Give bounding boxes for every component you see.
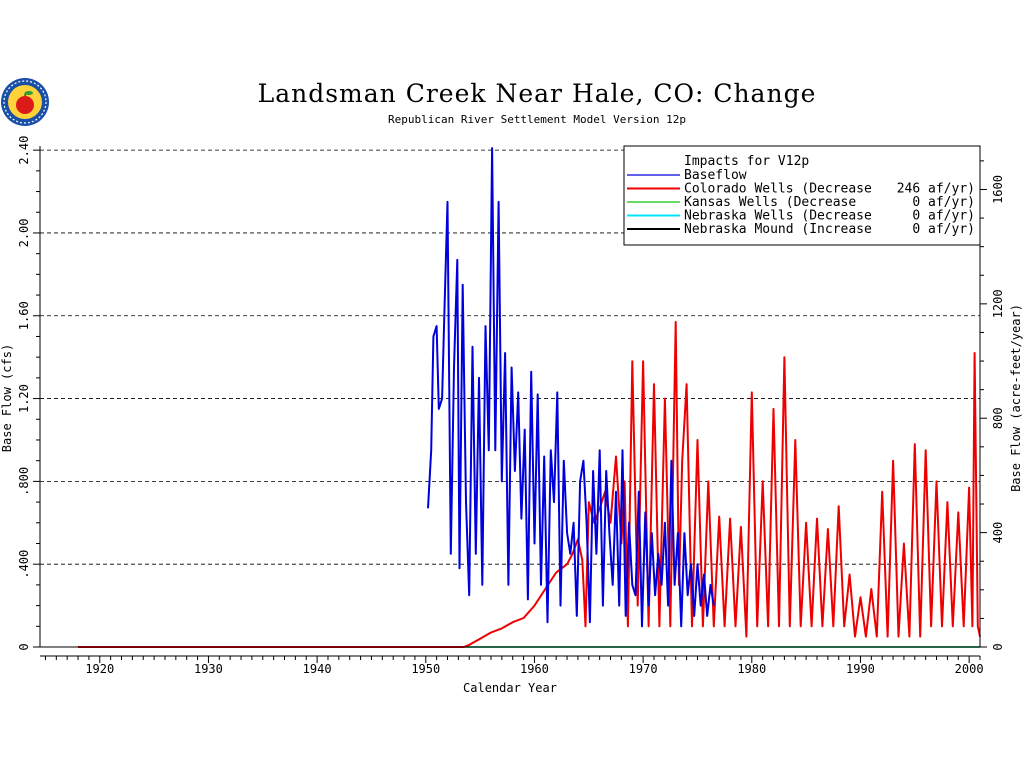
legend-label-4: Nebraska Mound (Increase [684, 222, 872, 237]
axes: 1920 1930 1940 1950 1960 1970 1980 1990 2000 0 .40… [17, 136, 1005, 676]
y-tick-label-2: .800 [17, 467, 31, 496]
y-right-tick-label-3: 1200 [991, 289, 1005, 318]
x-tick-label-7: 1990 [846, 662, 875, 676]
legend-label-0: Baseflow [684, 168, 747, 183]
x-tick-label-4: 1960 [520, 662, 549, 676]
x-axis-label: Calendar Year [463, 681, 557, 695]
legend-label-1: Colorado Wells (Decrease [684, 182, 872, 197]
series-line-0 [427, 147, 715, 628]
legend-amount-4: 0 af/yr) [912, 222, 975, 237]
legend-box [623, 145, 981, 246]
chart-subtitle: Republican River Settlement Model Versio… [388, 113, 686, 126]
legend-amount-3: 0 af/yr) [912, 209, 975, 224]
legend-header: Impacts for V12p [684, 154, 809, 169]
legend-label-3: Nebraska Wells (Decrease [684, 209, 872, 224]
x-tick-label-6: 1980 [737, 662, 766, 676]
legend-label-2: Kansas Wells (Decrease [684, 195, 856, 210]
y-tick-label-5: 2.00 [17, 218, 31, 247]
y-tick-label-3: 1.20 [17, 384, 31, 413]
x-tick-label-2: 1940 [303, 662, 332, 676]
series-line-1 [78, 321, 981, 648]
y-axis-label-right: Base Flow (acre-feet/year) [1009, 304, 1023, 492]
y-tick-label-6: 2.40 [17, 136, 31, 165]
chart-title: Landsman Creek Near Hale, CO: Change [258, 79, 817, 108]
y-tick-label-0: 0 [17, 643, 31, 650]
y-right-tick-label-1: 400 [991, 522, 1005, 544]
legend-amount-2: 0 af/yr) [912, 195, 975, 210]
y-tick-label-4: 1.60 [17, 301, 31, 330]
y-tick-label-1: .400 [17, 550, 31, 579]
logo-emblem [1, 78, 49, 126]
y-axis-label: Base Flow (cfs) [0, 344, 14, 452]
x-tick-label-1: 1930 [194, 662, 223, 676]
legend-amount-1: 246 af/yr) [897, 182, 975, 197]
x-tick-label-3: 1950 [411, 662, 440, 676]
x-tick-label-0: 1920 [85, 662, 114, 676]
y-right-tick-label-4: 1600 [991, 175, 1005, 204]
x-tick-label-5: 1970 [629, 662, 658, 676]
x-tick-label-8: 2000 [955, 662, 984, 676]
y-right-tick-label-0: 0 [991, 643, 1005, 650]
y-right-tick-label-2: 800 [991, 407, 1005, 429]
